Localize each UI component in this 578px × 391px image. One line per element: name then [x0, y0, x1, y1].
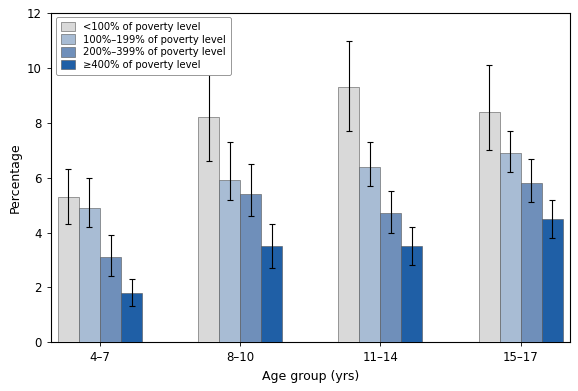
Bar: [360, 167, 380, 342]
Bar: [261, 246, 282, 342]
Bar: [219, 181, 240, 342]
X-axis label: Age group (yrs): Age group (yrs): [262, 369, 359, 383]
Bar: [338, 87, 360, 342]
Bar: [240, 194, 261, 342]
Bar: [521, 183, 542, 342]
Bar: [58, 197, 79, 342]
Bar: [121, 293, 142, 342]
Bar: [402, 246, 423, 342]
Bar: [100, 257, 121, 342]
Bar: [499, 153, 521, 342]
Bar: [479, 112, 499, 342]
Y-axis label: Percentage: Percentage: [8, 142, 21, 213]
Legend: <100% of poverty level, 100%–199% of poverty level, 200%–399% of poverty level, : <100% of poverty level, 100%–199% of pov…: [56, 17, 231, 75]
Bar: [79, 208, 100, 342]
Bar: [380, 213, 402, 342]
Bar: [542, 219, 562, 342]
Bar: [198, 117, 219, 342]
